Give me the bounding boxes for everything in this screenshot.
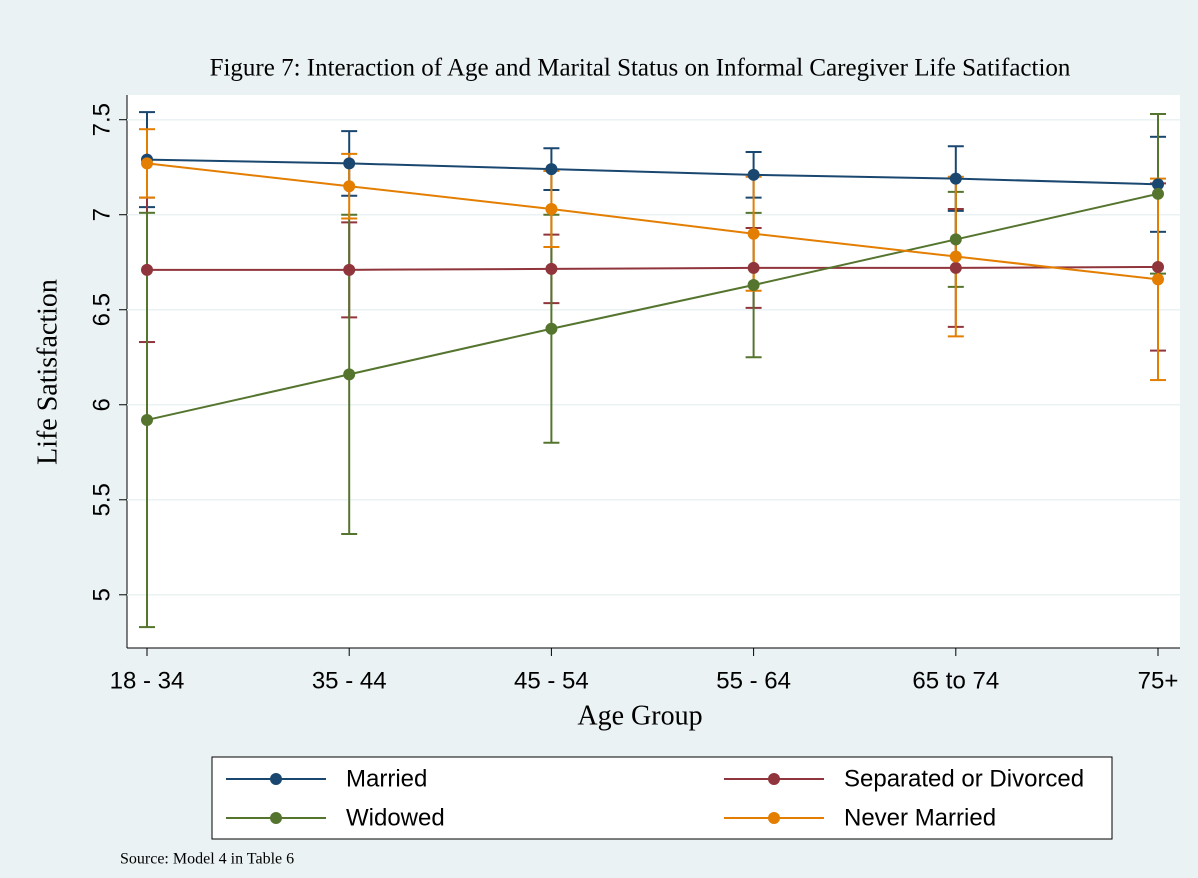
point	[949, 172, 962, 185]
point	[1152, 178, 1164, 191]
plot-area	[127, 95, 1180, 648]
source-note: Source: Model 4 in Table 6	[120, 851, 294, 868]
point	[545, 163, 558, 176]
x-axis-title: Age Group	[577, 700, 702, 731]
point	[949, 250, 962, 263]
y-tick-label: 5.5	[88, 483, 115, 516]
x-tick-label: 65 to 74	[912, 667, 999, 694]
point	[1152, 187, 1164, 200]
legend-label: Married	[346, 765, 427, 792]
point	[747, 279, 760, 292]
legend-marker	[768, 773, 780, 785]
point	[747, 261, 760, 274]
legend-marker	[768, 812, 780, 824]
x-tick-label: 35 - 44	[312, 667, 387, 694]
legend-marker	[270, 812, 282, 824]
point	[545, 203, 558, 216]
point	[545, 322, 558, 335]
point	[343, 263, 356, 276]
chart-title: Figure 7: Interaction of Age and Marital…	[210, 55, 1071, 82]
y-tick-label: 6	[88, 398, 115, 411]
series-line	[146, 162, 1159, 281]
legend-label: Never Married	[844, 804, 996, 831]
y-tick-label: 7.5	[88, 103, 115, 136]
y-tick-label: 6.5	[88, 293, 115, 326]
series-line	[147, 265, 1159, 271]
point	[1152, 273, 1164, 286]
point	[141, 157, 153, 170]
point	[747, 227, 760, 240]
legend-label: Separated or Divorced	[844, 765, 1084, 792]
point	[343, 157, 356, 170]
legend-label: Widowed	[346, 804, 445, 831]
point	[343, 180, 356, 193]
legend-box	[211, 756, 1113, 840]
point	[343, 368, 356, 381]
point	[949, 261, 962, 274]
point	[1152, 260, 1164, 273]
point	[141, 263, 153, 276]
x-tick-label: 45 - 54	[514, 667, 589, 694]
x-tick-label: 18 - 34	[110, 667, 185, 694]
legend-marker	[270, 773, 282, 785]
y-tick-label: 7	[88, 208, 115, 221]
x-tick-label: 75+	[1138, 667, 1179, 694]
y-tick-label: 5	[88, 588, 115, 601]
x-tick-label: 55 - 64	[716, 667, 791, 694]
series-line	[146, 192, 1159, 421]
point	[141, 413, 153, 426]
point	[949, 233, 962, 246]
y-axis-title: Life Satisfaction	[32, 279, 63, 465]
series-line	[146, 158, 1159, 186]
point	[545, 262, 558, 275]
point	[747, 168, 760, 181]
